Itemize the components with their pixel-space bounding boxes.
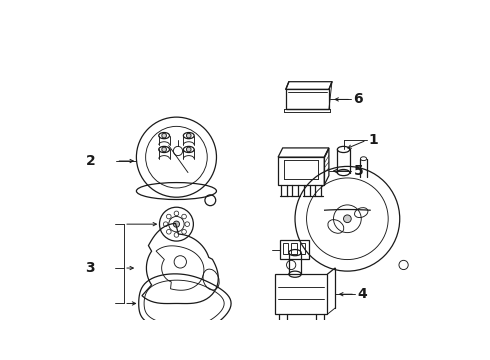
Circle shape (343, 215, 351, 222)
Circle shape (186, 133, 191, 138)
Circle shape (186, 147, 191, 152)
Circle shape (162, 133, 167, 138)
Text: 3: 3 (86, 261, 95, 275)
Text: 5: 5 (354, 164, 363, 178)
Bar (291, 243, 296, 254)
Text: 4: 4 (357, 287, 367, 301)
Circle shape (162, 147, 167, 152)
Text: 6: 6 (354, 93, 363, 107)
Bar (275, 274, 327, 314)
Text: 1: 1 (369, 133, 379, 147)
Bar (283, 243, 288, 254)
Text: 2: 2 (86, 154, 96, 168)
Bar (280, 240, 309, 259)
Bar (300, 243, 305, 254)
Circle shape (173, 221, 179, 227)
